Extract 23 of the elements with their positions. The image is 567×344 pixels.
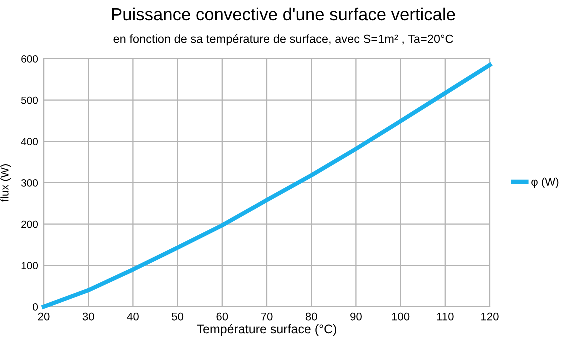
x-tick-label: 120 [482,312,499,321]
y-tick-label: 0 [33,304,38,311]
legend-label: φ (W) [532,178,559,188]
x-tick-label: 50 [172,312,184,321]
y-tick-label: 600 [22,56,38,63]
x-tick-label: 70 [261,312,273,321]
x-axis-title: Température surface (°C) [197,324,336,336]
x-tick-label: 90 [350,312,362,321]
x-tick-label: 20 [38,312,50,321]
x-tick-label: 100 [392,312,410,321]
y-tick-label: 300 [21,180,38,187]
x-tick-label: 110 [437,312,454,321]
y-tick-label: 100 [22,262,38,270]
x-tick-label: 80 [306,312,318,321]
chart-subtitle: en fonction de sa température de surface, avec S=1m² , Ta=20°C [114,34,454,46]
y-tick-label: 500 [21,96,38,104]
x-tick-label: 30 [82,312,94,321]
y-tick-label: 200 [22,220,38,228]
y-axis-title: flux (W) [0,164,11,202]
chart-title: Puissance convective d'une surface verticale [112,8,456,21]
x-tick-label: 40 [127,312,139,321]
x-tick-label: 60 [216,312,228,321]
y-tick-label: 400 [21,138,38,146]
